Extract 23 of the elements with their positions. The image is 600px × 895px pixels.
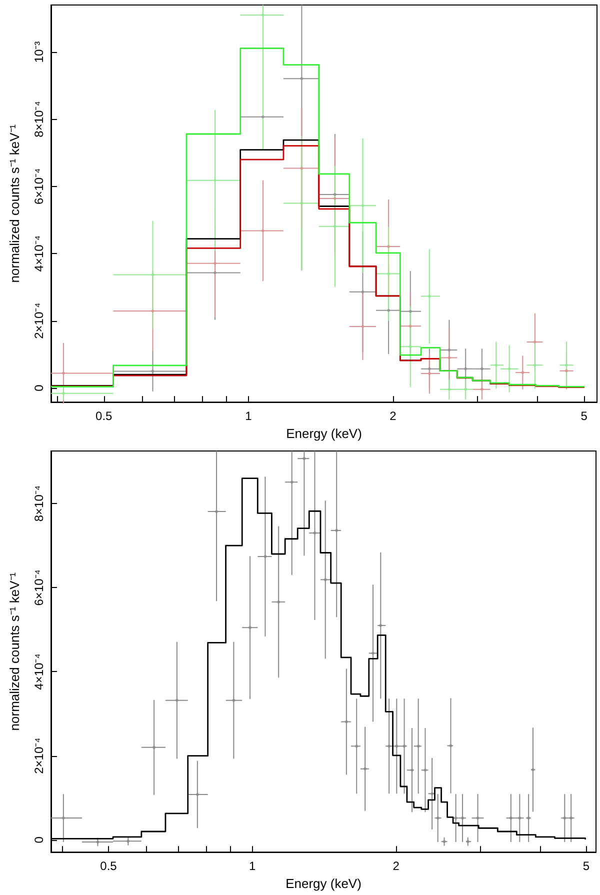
y-tick-label: 8×10⁻⁴ (32, 485, 46, 522)
x-tick-label: 0.5 (100, 859, 118, 874)
y-tick-label: 6×10⁻⁴ (32, 168, 46, 205)
y-tick-label: 10⁻³ (32, 41, 46, 63)
y-axis-title: normalized counts s⁻¹ keV⁻¹ (7, 572, 22, 731)
x-tick-label: 0.5 (96, 409, 113, 424)
x-tick-label: 5 (582, 859, 590, 874)
x-axis-title: Energy (keV) (286, 876, 362, 891)
y-tick-label: 8×10⁻⁴ (32, 101, 46, 138)
x-axis-title: Energy (keV) (286, 426, 362, 441)
y-tick-label: 6×10⁻⁴ (32, 570, 46, 606)
x-tick-label: 1 (245, 409, 252, 424)
y-tick-label: 2×10⁻⁴ (32, 302, 46, 339)
x-tick-label: 2 (390, 409, 397, 424)
x-tick-label: 1 (248, 859, 256, 874)
y-tick-label: 4×10⁻⁴ (32, 236, 46, 272)
x-tick-label: 5 (580, 409, 588, 424)
y-tick-label: 0 (32, 384, 46, 392)
y-tick-label: 4×10⁻⁴ (32, 654, 46, 690)
y-axis-title: normalized counts s⁻¹ keV⁻¹ (7, 124, 22, 283)
y-tick-label: 2×10⁻⁴ (32, 738, 46, 774)
x-tick-label: 2 (392, 859, 400, 874)
y-tick-label: 0 (32, 836, 46, 844)
